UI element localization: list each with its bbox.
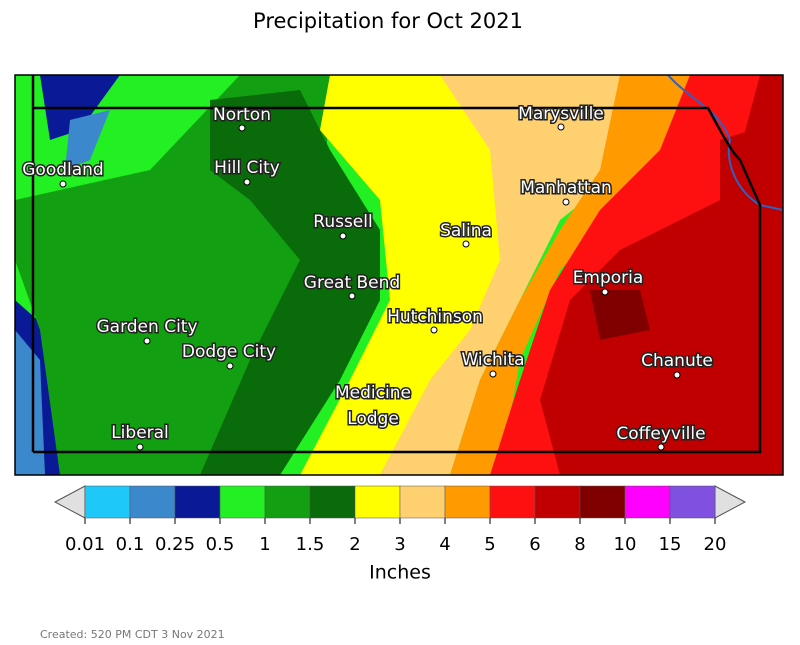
city: Hill City (213, 157, 281, 186)
colorbar-tick-label: 3 (394, 534, 405, 555)
city-label: Salina (440, 221, 492, 241)
colorbar-tick-label: 5 (484, 534, 495, 555)
colorbar-tick-label: 4 (439, 534, 450, 555)
precip-map (14, 74, 784, 476)
colorbar-bin (219, 485, 266, 519)
colorbar-bin (309, 485, 356, 519)
colorbar-tick-label: 8 (574, 534, 585, 555)
colorbar-bin (579, 485, 626, 519)
city: Goodland (21, 159, 105, 188)
city-label: Garden City (96, 317, 197, 337)
colorbar-tick-label: 15 (659, 534, 682, 555)
city: Coffeyville (615, 423, 707, 451)
city-label: Manhattan (520, 178, 612, 198)
colorbar-bin (624, 485, 671, 519)
city-label: Norton (213, 105, 271, 125)
city-label: Dodge City (182, 342, 276, 362)
colorbar-bin (489, 485, 536, 519)
colorbar-tick-label: 0.5 (206, 534, 235, 555)
city-label: Hutchinson (387, 307, 483, 327)
city: Dodge City (180, 341, 278, 370)
city-label: Russell (313, 212, 372, 232)
colorbar: 0.01 0.1 0.25 0.5 1 1.5 2 3 4 5 6 8 10 15 20 (53, 485, 747, 555)
city: Chanute (640, 350, 714, 379)
colorbar-label: Inches (369, 562, 431, 584)
colorbar-bin (669, 485, 716, 519)
city-label: Great Bend (304, 273, 400, 293)
colorbar-tick-label: 2 (349, 534, 360, 555)
colorbar-tick-label: 1.5 (296, 534, 325, 555)
city-label: Coffeyville (616, 424, 705, 444)
city: Emporia (571, 267, 645, 296)
city-label: Wichita (461, 350, 524, 370)
colorbar-tick-label: 6 (529, 534, 540, 555)
city: Medicine Lodge (334, 382, 413, 431)
city: Liberal (110, 422, 170, 451)
colorbar-bin (354, 485, 401, 519)
colorbar-bin (444, 485, 491, 519)
colorbar-bin (84, 485, 131, 519)
colorbar-bin (174, 485, 221, 519)
city: Marysville (517, 103, 605, 131)
colorbar-tick-label: 0.1 (116, 534, 145, 555)
city-label: Emporia (573, 268, 644, 288)
city: Salina (439, 220, 493, 248)
city-label: Medicine Lodge (335, 383, 411, 429)
created-note: Created: 520 PM CDT 3 Nov 2021 (40, 628, 225, 641)
colorbar-bin (264, 485, 311, 519)
city: Wichita (460, 349, 526, 378)
title: Precipitation for Oct 2021 (253, 9, 523, 33)
city: Garden City (95, 316, 199, 345)
colorbar-bin (534, 485, 581, 519)
colorbar-bin (129, 485, 176, 519)
colorbar-tick-label: 1 (259, 534, 270, 555)
colorbar-tick-label: 0.01 (65, 534, 105, 555)
cities: Norton Goodland Hill City Russell Marysv… (21, 103, 714, 451)
city: Russell (312, 211, 374, 240)
city: Hutchinson (386, 306, 484, 334)
city-label: Liberal (111, 423, 169, 443)
city-label: Goodland (22, 160, 103, 180)
colorbar-tick-label: 20 (704, 534, 727, 555)
colorbar-tick-label: 10 (614, 534, 637, 555)
city: Norton (212, 104, 272, 132)
city-label: Marysville (518, 104, 604, 124)
colorbar-tick-label: 0.25 (155, 534, 195, 555)
colorbar-bin (399, 485, 446, 519)
city-label: Chanute (641, 351, 713, 371)
city-label: Hill City (214, 158, 280, 178)
city: Great Bend (302, 272, 402, 300)
city: Manhattan (519, 177, 613, 206)
